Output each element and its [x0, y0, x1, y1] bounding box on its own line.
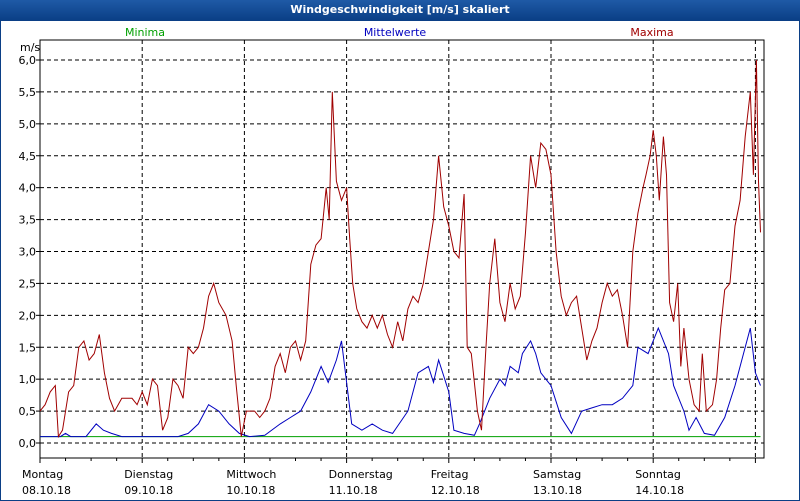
- y-tick-label: 0,5: [19, 405, 37, 418]
- x-tick-weekday: Mittwoch: [226, 468, 276, 481]
- legend-maxima: Maxima: [630, 26, 673, 39]
- chart-title: Windgeschwindigkeit [m/s] skaliert: [0, 0, 800, 20]
- y-axis-label: m/s: [20, 41, 40, 54]
- x-tick-weekday: Samstag: [533, 468, 581, 481]
- x-tick-date: 14.10.18: [635, 484, 684, 497]
- plot-area: [39, 39, 765, 459]
- y-tick-label: 4,0: [19, 182, 37, 195]
- legend-minima: Minima: [125, 26, 165, 39]
- x-tick-date: 09.10.18: [124, 484, 173, 497]
- y-tick-label: 3,5: [19, 214, 37, 227]
- x-tick-weekday: Dienstag: [124, 468, 173, 481]
- x-tick-date: 08.10.18: [22, 484, 71, 497]
- legend-mittelwerte: Mittelwerte: [364, 26, 427, 39]
- x-tick-date: 10.10.18: [226, 484, 275, 497]
- x-tick-weekday: Donnerstag: [329, 468, 393, 481]
- x-tick-weekday: Sonntag: [635, 468, 681, 481]
- x-tick-date: 11.10.18: [329, 484, 378, 497]
- y-tick-label: 4,5: [19, 150, 37, 163]
- x-tick-date: 12.10.18: [431, 484, 480, 497]
- y-tick-label: 0,0: [19, 437, 37, 450]
- x-tick-weekday: Freitag: [431, 468, 469, 481]
- y-tick-label: 5,0: [19, 118, 37, 131]
- y-tick-label: 5,5: [19, 86, 37, 99]
- y-tick-label: 2,0: [19, 309, 37, 322]
- series-line-maxima: [39, 59, 761, 439]
- y-tick-label: 3,0: [19, 246, 37, 259]
- series-line-mittelwerte: [40, 326, 761, 438]
- y-tick-label: 6,0: [19, 54, 37, 67]
- x-tick-weekday: Montag: [22, 468, 63, 481]
- y-tick-label: 1,0: [19, 373, 37, 386]
- y-tick-label: 2,5: [19, 277, 37, 290]
- y-tick-label: 1,5: [19, 341, 37, 354]
- x-tick-date: 13.10.18: [533, 484, 582, 497]
